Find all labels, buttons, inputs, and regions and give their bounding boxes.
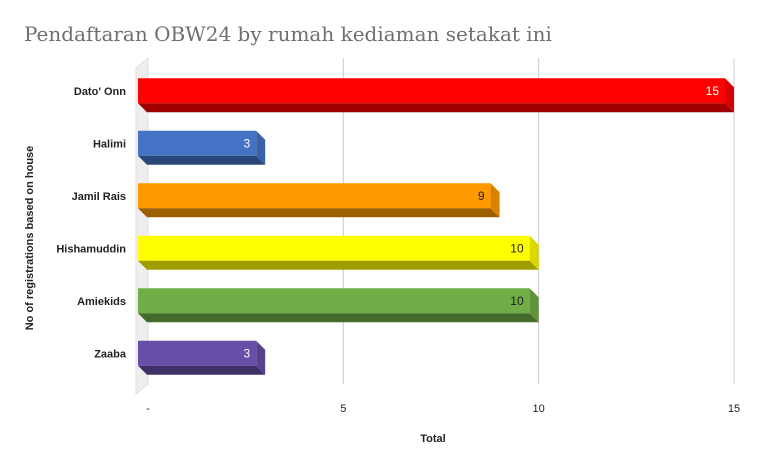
bar-end-face bbox=[529, 288, 539, 323]
x-tick-label: 5 bbox=[340, 403, 346, 415]
label-layer: - 5 10 15 15 Dato' Onn 3 Halimi 9 Jamil Rais 10 His… bbox=[56, 84, 740, 415]
bar-bottom-face bbox=[138, 155, 266, 165]
bar-4 bbox=[138, 288, 530, 314]
bar-bottom-face bbox=[138, 365, 266, 375]
bar-end-face bbox=[256, 130, 266, 165]
bar-end-face bbox=[490, 183, 500, 218]
category-label: Jamil Rais bbox=[72, 191, 126, 203]
category-label: Amiekids bbox=[77, 296, 126, 308]
bar-value-label: 10 bbox=[510, 241, 524, 255]
category-label: Halimi bbox=[93, 138, 126, 150]
bar-bottom-face bbox=[138, 260, 539, 270]
category-label: Hishamuddin bbox=[56, 243, 126, 255]
bar-value-label: 10 bbox=[510, 294, 524, 308]
bar-bottom-face bbox=[138, 313, 539, 323]
bar-1 bbox=[138, 130, 257, 156]
bar-value-label: 9 bbox=[478, 189, 485, 203]
y-axis-title: No of registrations based on house bbox=[24, 146, 36, 331]
bar-3 bbox=[138, 235, 530, 261]
bar-bottom-face bbox=[138, 208, 500, 218]
x-tick-label: 10 bbox=[533, 403, 545, 415]
x-tick-label: - bbox=[146, 403, 150, 415]
bar-end-face bbox=[529, 235, 539, 270]
bar-value-label: 15 bbox=[706, 84, 720, 98]
x-tick-label: 15 bbox=[728, 403, 740, 415]
bar-value-label: 3 bbox=[244, 346, 251, 360]
bar-layer bbox=[138, 78, 734, 375]
bar-2 bbox=[138, 183, 491, 209]
chart-title: Pendaftaran OBW24 by rumah kediaman seta… bbox=[24, 22, 552, 46]
bar-end-face bbox=[725, 78, 734, 113]
bar-0 bbox=[138, 78, 725, 104]
category-label: Dato' Onn bbox=[74, 86, 126, 98]
x-axis-title: Total bbox=[420, 433, 445, 445]
bar-5 bbox=[138, 340, 257, 366]
bar-bottom-face bbox=[138, 103, 734, 113]
bar-value-label: 3 bbox=[244, 136, 251, 150]
bar-end-face bbox=[256, 340, 266, 375]
category-label: Zaaba bbox=[94, 348, 127, 360]
